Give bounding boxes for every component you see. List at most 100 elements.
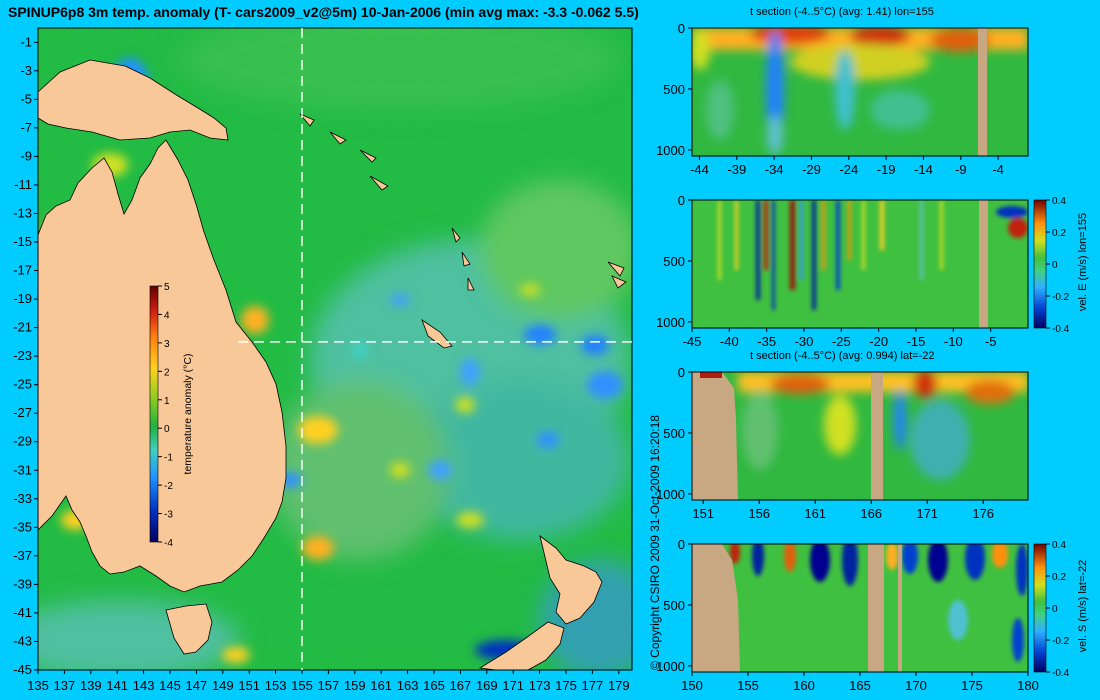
section-x-tick-label: -14 xyxy=(914,162,933,177)
solomon-islands-land xyxy=(299,113,389,191)
section-y-tick-label: 500 xyxy=(663,82,685,97)
vel-e-colorbar: 0.4 0.2 0 -0.2 -0.4 xyxy=(1033,196,1070,335)
temp-colorbar-tick-label: 0 xyxy=(164,424,170,435)
temp-colorbar-tick-label: 4 xyxy=(164,310,170,321)
map-frame xyxy=(37,27,633,671)
vel-colorbar-tick-label: 0.2 xyxy=(1052,228,1066,239)
section-x-tick-label: -9 xyxy=(955,162,967,177)
section-x-tick-label: -34 xyxy=(765,162,784,177)
map-y-tick-label: -25 xyxy=(13,377,32,392)
map-y-tick-label: -5 xyxy=(20,91,32,106)
vel-colorbar-tick-label: 0.2 xyxy=(1052,572,1066,583)
map-y-tick-label: -43 xyxy=(13,633,32,648)
section-x-tick-label: -20 xyxy=(869,334,888,349)
map-x-axis: 135 137 139 141 143 145 147 149 151 153 155 157 159 1… xyxy=(27,670,630,693)
vel-colorbar-tick-label: -0.2 xyxy=(1052,292,1070,303)
new-guinea-land xyxy=(38,59,229,141)
section-x-tick-label: 150 xyxy=(681,678,703,693)
map-x-tick-label: 165 xyxy=(423,678,445,693)
section-y-tick-label: 500 xyxy=(663,598,685,613)
section-x-tick-label: -45 xyxy=(683,334,702,349)
vel-s-colorbar: 0.4 0.2 0 -0.2 -0.4 xyxy=(1033,540,1070,679)
section-x-tick-label: -35 xyxy=(757,334,776,349)
map-y-tick-label: -11 xyxy=(14,177,32,192)
section-y-tick-label: 1000 xyxy=(656,487,685,502)
section-x-tick-label: 166 xyxy=(860,506,882,521)
map-y-axis: -1 -3 -5 -7 -9 -11 -13 -15 -17 -19 -21 -23 -25 -27 -29… xyxy=(13,34,38,677)
map-y-tick-label: -15 xyxy=(13,234,32,249)
map-x-tick-label: 171 xyxy=(502,678,524,693)
vel-colorbar-tick-label: 0.4 xyxy=(1052,196,1066,207)
section-x-tick-label: -40 xyxy=(720,334,739,349)
section-1-title: t section (-4..5°C) (avg: 1.41) lon=155 xyxy=(750,6,934,18)
section-3-title: t section (-4..5°C) (avg: 0.994) lat=-22 xyxy=(750,350,935,362)
t-section-lon155-field xyxy=(692,28,1028,156)
map-x-tick-label: 155 xyxy=(291,678,313,693)
map-y-tick-label: -23 xyxy=(13,348,32,363)
t-section-lat-22-field xyxy=(692,372,1028,500)
map-panel: 135 137 139 141 143 145 147 149 151 153 155 157 159 1… xyxy=(13,27,633,693)
map-y-tick-label: -19 xyxy=(13,291,32,306)
section-x-tick-label: 151 xyxy=(692,506,714,521)
section-x-tick-label: -5 xyxy=(985,334,997,349)
section-y-tick-label: 500 xyxy=(663,254,685,269)
map-y-tick-label: -45 xyxy=(13,662,32,677)
map-y-tick-label: -41 xyxy=(13,605,32,620)
section-x-tick-label: -24 xyxy=(839,162,858,177)
section-x-tick-label: -30 xyxy=(795,334,814,349)
map-x-tick-label: 169 xyxy=(476,678,498,693)
map-y-tick-label: -13 xyxy=(13,205,32,220)
map-x-tick-label: 137 xyxy=(54,678,76,693)
map-x-tick-label: 145 xyxy=(159,678,181,693)
temp-colorbar-tick-label: -2 xyxy=(164,481,173,492)
map-y-tick-label: -27 xyxy=(13,405,32,420)
temp-colorbar-tick-label: 1 xyxy=(164,396,170,407)
map-y-tick-label: -37 xyxy=(13,548,32,563)
vel-colorbar-tick-label: -0.4 xyxy=(1052,668,1070,679)
section-x-tick-label: 176 xyxy=(972,506,994,521)
section-x-tick-label: -39 xyxy=(727,162,746,177)
vel-e-lon155-panel: -45 -40 -35 -30 -25 -20 -15 -10 -5 0 500 1000 0.4 0.… xyxy=(656,193,1070,349)
section-x-tick-label: -25 xyxy=(832,334,851,349)
section-x-tick-label: -44 xyxy=(690,162,709,177)
map-y-tick-label: -33 xyxy=(13,491,32,506)
section-x-tick-label: -19 xyxy=(877,162,896,177)
section-y-tick-label: 1000 xyxy=(656,143,685,158)
map-x-tick-label: 157 xyxy=(318,678,340,693)
nz-south-island xyxy=(478,621,565,670)
nz-north-island xyxy=(539,535,603,625)
map-y-tick-label: -7 xyxy=(20,120,32,135)
map-x-tick-label: 173 xyxy=(529,678,551,693)
section-x-tick-label: -4 xyxy=(992,162,1004,177)
map-x-tick-label: 177 xyxy=(582,678,604,693)
map-x-tick-label: 159 xyxy=(344,678,366,693)
map-x-tick-label: 149 xyxy=(212,678,234,693)
copyright-text: © Copyright CSIRO 2009 31-Oct-2009 16:20… xyxy=(648,415,662,670)
fiji-land xyxy=(607,261,627,289)
vanuatu-land xyxy=(451,227,475,291)
temp-colorbar: 5 4 3 2 1 0 -1 -2 -3 -4 temperature anomaly (°C) xyxy=(149,282,194,549)
map-y-tick-label: -35 xyxy=(13,519,32,534)
map-y-tick-label: -3 xyxy=(20,63,32,78)
vel-colorbar-tick-label: 0.4 xyxy=(1052,540,1066,551)
page-title: SPINUP6p8 3m temp. anomaly (T- cars2009_… xyxy=(8,4,639,20)
section-y-tick-label: 1000 xyxy=(656,315,685,330)
map-y-tick-label: -9 xyxy=(20,148,32,163)
section-x-tick-label: -29 xyxy=(802,162,821,177)
temp-colorbar-tick-label: -4 xyxy=(164,538,173,549)
map-x-tick-label: 143 xyxy=(133,678,155,693)
section-x-tick-label: -10 xyxy=(944,334,963,349)
section-y-tick-label: 0 xyxy=(678,365,685,380)
temp-colorbar-tick-label: 2 xyxy=(164,367,170,378)
vel-e-lon155-field xyxy=(692,200,1028,328)
section-x-tick-label: 161 xyxy=(804,506,826,521)
map-x-tick-label: 179 xyxy=(608,678,630,693)
temp-colorbar-tick-label: -1 xyxy=(164,453,173,464)
section-x-tick-label: 155 xyxy=(737,678,759,693)
section-x-tick-label: -15 xyxy=(907,334,926,349)
temp-colorbar-label: temperature anomaly (°C) xyxy=(182,354,194,475)
section-y-tick-label: 1000 xyxy=(656,659,685,674)
section-y-tick-label: 0 xyxy=(678,193,685,208)
map-y-tick-label: -31 xyxy=(13,462,32,477)
